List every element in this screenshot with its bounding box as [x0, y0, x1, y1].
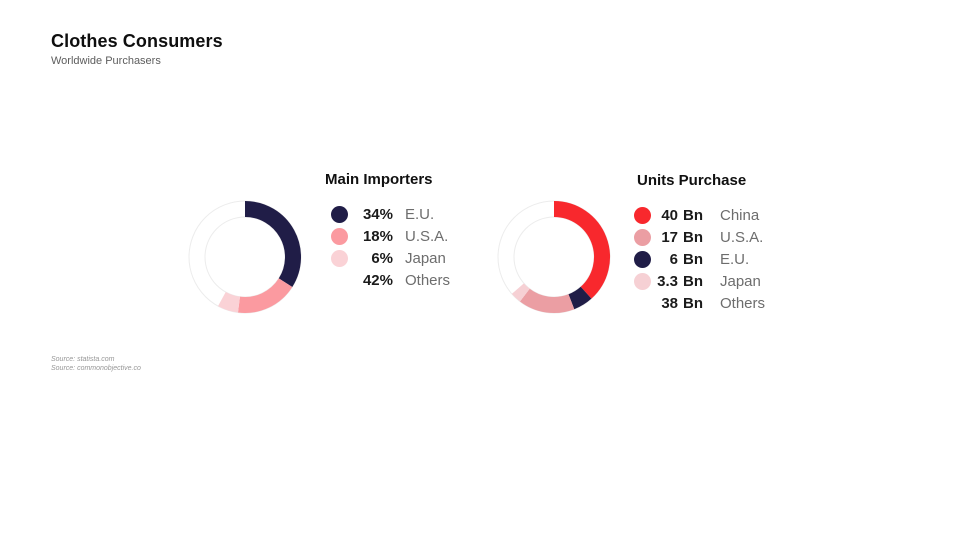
- legend-rows: 40 Bn China 17 Bn U.S.A. 6 Bn E.U. 3.3 Bn Japan 38 Bn…: [634, 204, 765, 314]
- chart-title-units-purchase: Units Purchase: [637, 172, 747, 189]
- donut-segment-eu: [568, 286, 592, 310]
- donut-segment-eu: [244, 201, 301, 287]
- inner-ring-outline: [513, 216, 595, 298]
- legend-value: 3.3: [657, 272, 678, 290]
- legend-units-purchase: Units Purchase 40 Bn China 17 Bn U.S.A. 6 Bn E.U…: [634, 172, 765, 314]
- legend-unit: Bn: [683, 250, 703, 268]
- legend-row-others: 38 Bn Others: [634, 292, 765, 314]
- legend-unit: Bn: [683, 272, 703, 290]
- legend-value: 38: [661, 294, 678, 312]
- page-subtitle: Worldwide Purchasers: [51, 55, 161, 67]
- legend-row-japan: 6% Japan: [331, 247, 450, 269]
- chart-title-main-importers: Main Importers: [325, 171, 433, 188]
- legend-value: 40: [661, 206, 678, 224]
- legend-label: Others: [720, 294, 766, 312]
- legend-value: 18%: [362, 227, 393, 245]
- legend-dot-icon: [634, 294, 651, 312]
- legend-row-usa: 18% U.S.A.: [331, 225, 450, 247]
- donut-segment-usa: [237, 278, 293, 313]
- legend-row-others: 42% Others: [331, 269, 450, 291]
- legend-label: China: [720, 206, 760, 224]
- legend-label: E.U.: [405, 205, 435, 223]
- donut-segment-japan: [511, 283, 530, 302]
- donut-segment-usa: [519, 288, 575, 313]
- legend-dot-icon: [331, 249, 348, 267]
- legend-unit: Bn: [683, 228, 703, 246]
- legend-value: 17: [661, 228, 678, 246]
- donut-segment-china: [553, 201, 610, 299]
- legend-dot-icon: [634, 272, 651, 290]
- legend-label: Japan: [405, 249, 446, 267]
- legend-row-china: 40 Bn China: [634, 204, 765, 226]
- legend-value: 34%: [362, 205, 393, 223]
- legend-label: U.S.A.: [720, 228, 764, 246]
- legend-dot-icon: [634, 228, 651, 246]
- legend-label: Others: [405, 271, 451, 289]
- legend-dot-icon: [331, 227, 348, 245]
- legend-main-importers: Main Importers 34% E.U. 18% U.S.A. 6% Japan 42…: [325, 171, 450, 291]
- legend-label: Japan: [720, 272, 761, 290]
- legend-value: 6: [669, 250, 678, 268]
- legend-label: U.S.A.: [405, 227, 449, 245]
- legend-row-japan: 3.3 Bn Japan: [634, 270, 765, 292]
- legend-unit: Bn: [683, 294, 703, 312]
- legend-row-eu: 34% E.U.: [331, 203, 450, 225]
- donut-segment-japan: [218, 291, 241, 313]
- legend-value: 42%: [362, 271, 393, 289]
- legend-rows: 34% E.U. 18% U.S.A. 6% Japan 42% Others: [331, 203, 450, 291]
- legend-unit: Bn: [683, 206, 703, 224]
- inner-ring-outline: [204, 216, 286, 298]
- legend-dot-icon: [634, 250, 651, 268]
- sources: Source: statista.com Source: commonobjec…: [51, 355, 141, 373]
- legend-dot-icon: [331, 205, 348, 223]
- legend-label: E.U.: [720, 250, 750, 268]
- legend-row-usa: 17 Bn U.S.A.: [634, 226, 765, 248]
- source-line: Source: commonobjective.co: [51, 365, 141, 372]
- donut-chart-units-purchase: [497, 200, 611, 314]
- page-title: Clothes Consumers: [51, 31, 223, 51]
- donut-chart-main-importers: [188, 200, 302, 314]
- legend-value: 6%: [371, 249, 393, 267]
- legend-row-eu: 6 Bn E.U.: [634, 248, 765, 270]
- legend-dot-icon: [331, 271, 348, 289]
- source-line: Source: statista.com: [51, 356, 115, 363]
- legend-dot-icon: [634, 206, 651, 224]
